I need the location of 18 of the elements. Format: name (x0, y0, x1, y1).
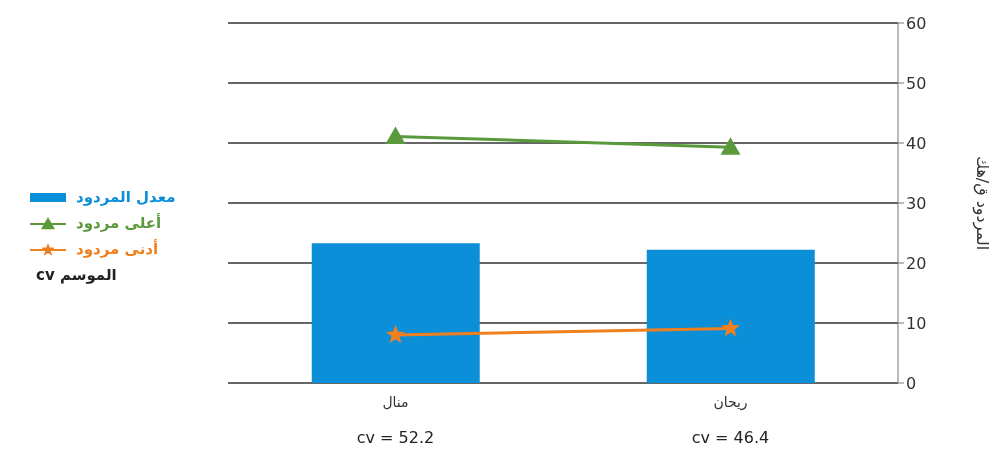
x-tick-label: ريحان (713, 394, 748, 411)
text: cv الموسم (35, 264, 118, 286)
y-tick-label: 30 (906, 193, 927, 213)
y-tick-label: 0 (906, 373, 917, 393)
legend-label: أعلى مردود (76, 213, 162, 232)
y-tick-label: 60 (906, 13, 927, 33)
y-tick-label: 10 (906, 313, 927, 333)
y-tick-label: 50 (906, 73, 927, 93)
legend-label: أدنى مردود (76, 239, 159, 258)
legend-label: معدل المردود (76, 187, 176, 206)
text: cv = 52.2 (356, 428, 435, 447)
y-tick-label: 40 (906, 133, 927, 153)
point (720, 318, 741, 337)
point (385, 325, 406, 344)
text: cv = 46.4 (691, 428, 770, 447)
y-tick-label: 20 (906, 253, 927, 273)
y-axis-title: المردود ق/هك (972, 155, 993, 251)
x-tick-label: منال (382, 394, 409, 410)
